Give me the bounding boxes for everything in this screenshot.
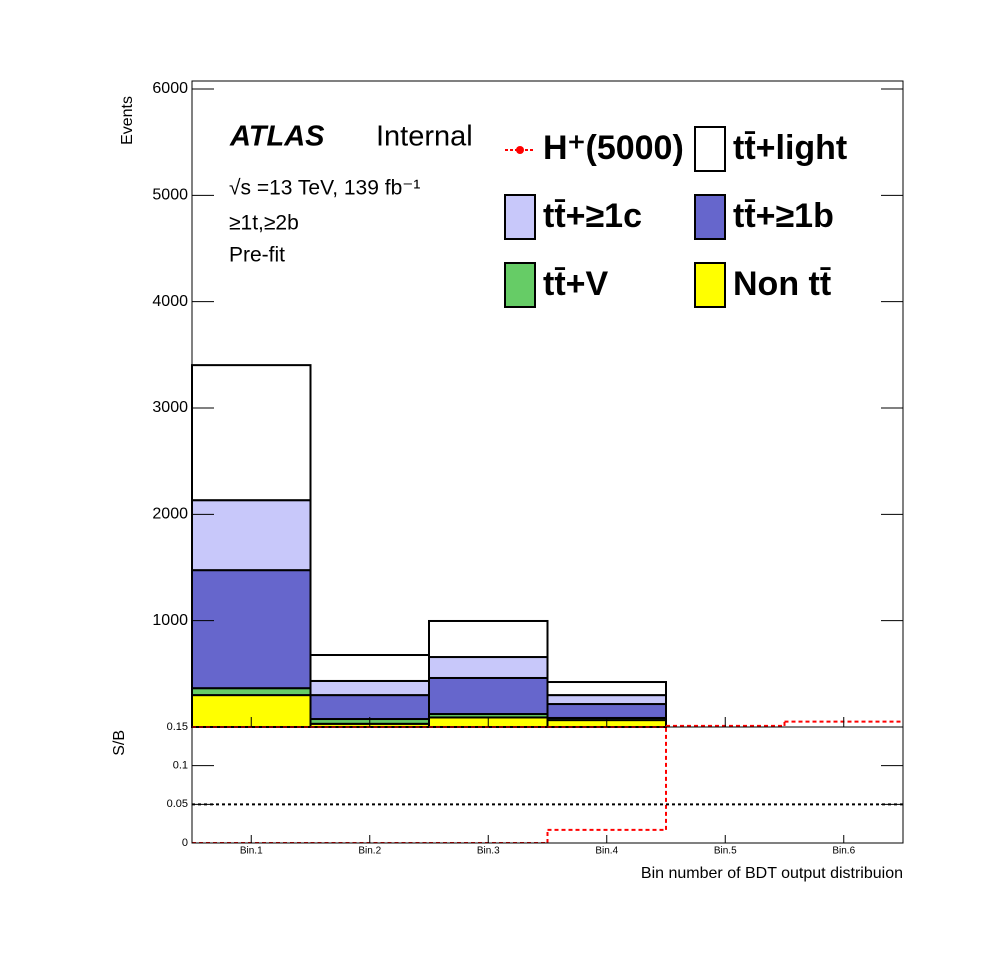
- x-tick-label: Bin.1: [240, 846, 263, 857]
- histogram-bar: [428, 676, 549, 716]
- y-tick-label: 0.05: [167, 798, 188, 810]
- x-tick-label: Bin.4: [595, 846, 618, 857]
- histogram-bar: [428, 619, 549, 659]
- ratio-y-axis-label: S/B: [111, 730, 128, 756]
- histogram-bar: [309, 694, 430, 721]
- x-tick-label: Bin.5: [714, 846, 737, 857]
- region-label: ≥1t,≥2b: [229, 212, 299, 235]
- legend-label: tt̄+light: [733, 129, 847, 167]
- histogram-bar: [191, 364, 312, 502]
- legend-swatch: [694, 194, 726, 240]
- histogram-bar: [309, 679, 430, 697]
- y-tick-label: 2000: [152, 506, 188, 523]
- ratio-panel: 0 0.05 0.1 0.15 Bin.1 Bin.2 Bin.3 Bin.4 Bin.5 Bin…: [167, 721, 904, 857]
- legend-label: tt̄+≥1b: [733, 197, 834, 235]
- x-axis-label: Bin number of BDT output distribuion: [641, 865, 903, 882]
- y-tick-label: 4000: [152, 293, 188, 310]
- legend-label: H⁺(5000): [543, 129, 684, 167]
- legend-swatch: [694, 126, 726, 172]
- legend-swatch: [504, 262, 536, 308]
- histogram-bar: [191, 687, 312, 697]
- y-tick-label: 1000: [152, 612, 188, 629]
- legend-label: tt̄+≥1c: [543, 197, 642, 235]
- y-tick-label: 0.15: [167, 721, 188, 733]
- y-tick-label: 0.1: [173, 760, 188, 772]
- legend-label: Non tt̄: [733, 265, 832, 303]
- legend-swatch: [504, 194, 536, 240]
- histogram-bar: [309, 654, 430, 682]
- y-tick-label: 6000: [152, 80, 188, 97]
- y-tick-label: 3000: [152, 399, 188, 416]
- histogram-bar: [546, 694, 667, 706]
- x-tick-label: Bin.6: [832, 846, 855, 857]
- x-tick-label: Bin.2: [358, 846, 381, 857]
- legend-swatch: [694, 262, 726, 308]
- x-tick-label: Bin.3: [477, 846, 500, 857]
- histogram-bar: [546, 703, 667, 719]
- experiment-label: ATLAS: [229, 121, 325, 153]
- histogram-bar: [191, 499, 312, 572]
- energy-label: √s =13 TeV, 139 fb⁻¹: [229, 177, 420, 200]
- y-tick-label: 0: [182, 837, 188, 849]
- main-panel: 1000 2000 3000 4000 5000 6000 Non tt̄ tt̄+V tt̄+…: [152, 80, 904, 729]
- histogram-bar: [428, 656, 549, 679]
- plot-frame: [191, 726, 904, 844]
- histogram-bar: [546, 681, 667, 697]
- y-tick-label: 5000: [152, 187, 188, 204]
- histogram-bar: [191, 569, 312, 690]
- status-label: Internal: [376, 121, 473, 153]
- legend-label: tt̄+V: [543, 265, 609, 303]
- stage-label: Pre-fit: [229, 244, 285, 267]
- y-axis-label: Events: [119, 96, 136, 145]
- legend-marker: [516, 146, 524, 154]
